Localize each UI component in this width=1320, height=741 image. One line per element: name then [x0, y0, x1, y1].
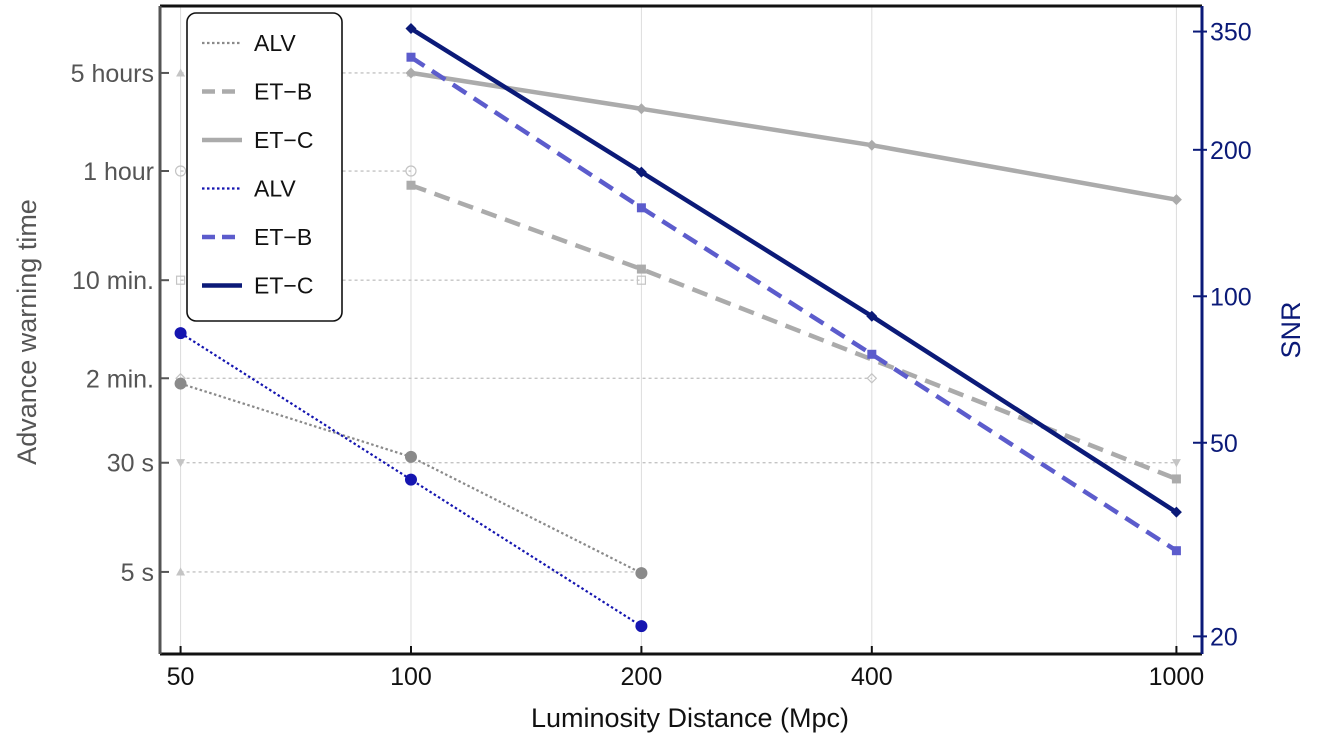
series-5-point-2 — [866, 310, 878, 322]
y-right-axis-title: SNR — [1276, 301, 1306, 358]
legend-label-5: ET−C — [254, 273, 313, 299]
reference-marker-start-0 — [176, 68, 186, 77]
series-5-point-3 — [1170, 506, 1182, 518]
series-4-point-0 — [406, 52, 416, 62]
series-2-point-0 — [405, 67, 417, 79]
reference-marker-start-4 — [176, 459, 186, 468]
x-tick-label-1: 100 — [390, 663, 432, 691]
series-1-point-0 — [406, 180, 416, 190]
legend-label-1: ET−B — [254, 79, 312, 105]
x-tick-label-0: 50 — [167, 663, 195, 691]
y-left-axis-title: Advance warning time — [12, 199, 42, 465]
reference-marker-end-4 — [1171, 459, 1181, 468]
x-tick-label-2: 200 — [621, 663, 663, 691]
legend-label-3: ALV — [254, 176, 296, 202]
reference-marker-end-1 — [405, 165, 417, 177]
series-0-point-1 — [404, 450, 417, 463]
series-4-point-2 — [867, 349, 877, 359]
reference-marker-end-3 — [866, 372, 878, 384]
series-line-3 — [180, 332, 642, 628]
legend-label-0: ALV — [254, 30, 296, 56]
series-0-point-0 — [174, 377, 187, 390]
y-right-tick-label-2: 100 — [1210, 283, 1252, 311]
series-0-point-2 — [635, 567, 648, 580]
y-left-tick-label-3: 10 min. — [72, 267, 154, 295]
series-5-point-0 — [405, 23, 417, 35]
y-left-tick-label-1: 30 s — [107, 450, 154, 478]
axes-layer: 50 100 200 400 1000 5 s 30 s 2 min. 10 min. 1 hou… — [71, 4, 1252, 691]
reference-marker-end-2 — [636, 275, 647, 285]
series-3-point-2 — [635, 620, 648, 633]
legend: ALV ET−B ET−C ALV ET−B ET−C — [186, 12, 343, 322]
x-tick-label-3: 400 — [851, 663, 893, 691]
series-line-1 — [410, 183, 1178, 481]
y-left-tick-label-2: 2 min. — [86, 365, 154, 393]
reference-marker-start-5 — [176, 567, 186, 576]
y-left-tick-label-0: 5 s — [121, 559, 154, 587]
series-5-point-1 — [635, 166, 647, 178]
series-line-4 — [409, 55, 1178, 553]
series-1-point-1 — [636, 264, 646, 274]
x-axis-title: Luminosity Distance (Mpc) — [531, 703, 849, 733]
series-2-point-2 — [866, 139, 878, 151]
legend-label-2: ET−C — [254, 127, 313, 153]
series-layer — [174, 23, 1182, 633]
series-4-point-3 — [1171, 546, 1181, 556]
series-line-2 — [410, 70, 1177, 202]
series-1-point-2 — [1171, 474, 1181, 484]
series-3-point-0 — [174, 327, 187, 340]
y-left-tick-label-4: 1 hour — [83, 158, 154, 186]
y-right-tick-label-4: 350 — [1210, 19, 1252, 47]
series-2-point-3 — [1170, 194, 1182, 206]
y-right-tick-label-0: 20 — [1210, 623, 1238, 651]
series-2-point-1 — [635, 103, 647, 115]
legend-label-4: ET−B — [254, 224, 312, 250]
reference-marker-start-2 — [175, 275, 186, 285]
y-right-tick-label-3: 200 — [1210, 137, 1252, 165]
series-3-point-1 — [404, 473, 417, 486]
series-4-point-1 — [636, 203, 646, 213]
x-tick-label-4: 1000 — [1149, 663, 1205, 691]
y-right-tick-label-1: 50 — [1210, 430, 1238, 458]
reference-marker-start-1 — [174, 165, 187, 177]
series-line-5 — [409, 26, 1178, 515]
y-left-tick-label-5: 5 hours — [71, 60, 154, 88]
